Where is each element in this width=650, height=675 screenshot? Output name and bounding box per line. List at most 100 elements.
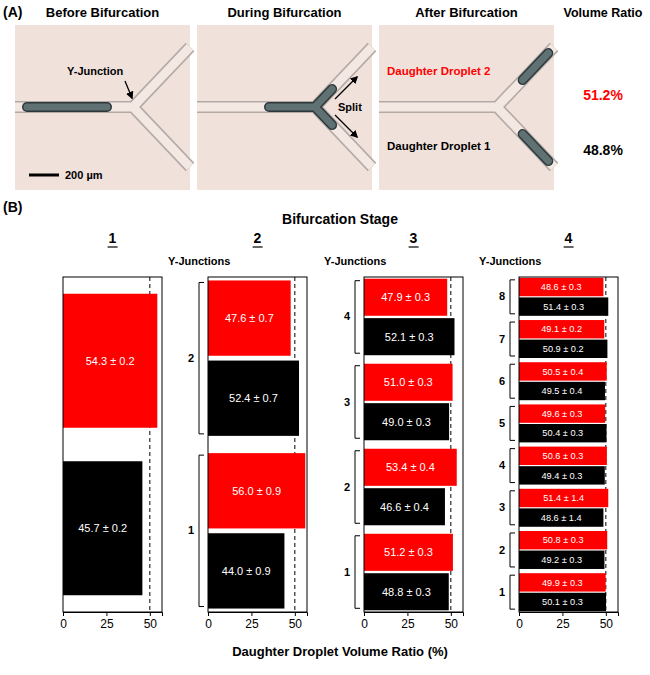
plot-frame (63, 277, 162, 612)
y-axis: 1 2 3 4 5 6 7 8 (499, 290, 506, 597)
x-tick-mark (63, 612, 64, 616)
scale-bar (29, 174, 59, 177)
x-tick-mark (251, 612, 252, 616)
bar (519, 278, 603, 296)
y-tick-label: 3 (344, 396, 350, 408)
data-label: 54.3 ± 0.2 (86, 355, 135, 367)
column-header: During Bifurcation (227, 5, 341, 20)
x-tick-label: 0 (205, 617, 212, 631)
data-label: 52.4 ± 0.7 (229, 392, 278, 404)
bar (364, 534, 453, 571)
bracket (510, 491, 515, 525)
x-tick-mark (407, 612, 408, 616)
droplet (523, 134, 549, 161)
bracket (510, 406, 515, 440)
y-tick-label: 7 (499, 333, 505, 345)
bracket (510, 575, 515, 609)
volume-ratio: 48.8% (583, 142, 623, 158)
plot-area (208, 277, 305, 612)
x-tick: 0 (361, 612, 368, 631)
bar (208, 280, 291, 355)
arrow (125, 81, 132, 98)
plot-area (364, 277, 457, 612)
y-tick-label: 2 (344, 481, 350, 493)
y-axis-title: Y-Junctions (479, 255, 541, 267)
x-tick: 50 (144, 612, 158, 631)
x-tick: 0 (516, 612, 523, 631)
y-tick-label: 1 (499, 586, 505, 598)
bar (519, 593, 606, 611)
x-tick-label: 25 (245, 617, 259, 631)
panel-title: 1 (109, 230, 117, 246)
x-tick-mark (519, 612, 520, 616)
x-axis-line (520, 613, 619, 617)
y-tick: 7 (499, 333, 505, 345)
panel-title: 2 (254, 230, 262, 246)
bar-panel: 56.0 ± 0.947.6 ± 0.744.0 ± 0.952.4 ± 0.7… (168, 230, 308, 631)
figure: (A)Before BifurcationDuring BifurcationA… (0, 0, 650, 675)
volume-ratio: 51.2% (583, 87, 623, 103)
bar (364, 403, 449, 440)
channel-wall (379, 47, 554, 167)
y-axis: 12 (188, 352, 194, 537)
title-underline (409, 246, 419, 247)
reference-line (294, 277, 295, 612)
bar (208, 533, 284, 608)
bracket (510, 322, 515, 356)
figure-title: Bifurcation Stage (282, 211, 398, 227)
bracket (355, 536, 360, 609)
bar (519, 320, 604, 338)
bar (519, 551, 604, 569)
bar (519, 489, 608, 507)
x-axis-line (365, 613, 464, 617)
y-tick-label: 6 (499, 375, 505, 387)
x-tick-mark (451, 612, 452, 616)
y-tick-label: 1 (344, 566, 350, 578)
micrograph: Daughter Droplet 2Daughter Droplet 1 (379, 25, 554, 190)
x-tick-label: 50 (289, 617, 303, 631)
bracket (510, 533, 515, 567)
x-tick-mark (606, 612, 607, 616)
x-tick: 0 (205, 612, 212, 631)
bar (208, 453, 305, 528)
data-label: 50.9 ± 0.2 (543, 344, 584, 354)
bar (208, 361, 299, 436)
data-label: 45.7 ± 0.2 (78, 522, 127, 534)
y-tick: 1 (188, 524, 194, 536)
droplet-edge (269, 89, 332, 125)
y-tick-label: 3 (499, 501, 505, 513)
annotation: Y-Junction (67, 65, 124, 77)
panel-title: 4 (565, 230, 573, 246)
x-tick-label: 50 (445, 617, 459, 631)
x-axis: 0 25 50 (205, 612, 307, 631)
y-tick: 4 (499, 459, 506, 471)
data-label: 49.0 ± 0.3 (382, 416, 431, 428)
micrograph-background (15, 25, 190, 190)
data-label: 51.2 ± 0.3 (384, 546, 433, 558)
bar (519, 531, 607, 549)
data-label: 53.4 ± 0.4 (386, 461, 435, 473)
bar (364, 364, 453, 401)
plot-frame (519, 277, 618, 612)
y-tick-label: 5 (499, 417, 505, 429)
y-tick-label: 2 (499, 543, 505, 555)
x-tick-label: 25 (100, 617, 114, 631)
x-tick: 0 (60, 612, 67, 631)
droplet (269, 89, 332, 125)
bar (519, 297, 608, 315)
data-label: 51.4 ± 1.4 (543, 493, 584, 503)
y-tick-label: 8 (499, 290, 505, 302)
annotation: Daughter Droplet 1 (387, 140, 491, 152)
x-tick-label: 0 (361, 617, 368, 631)
x-tick: 25 (556, 612, 570, 631)
y-tick: 1 (499, 586, 505, 598)
x-tick-mark (295, 612, 296, 616)
bracket (355, 366, 360, 439)
x-tick: 25 (245, 612, 259, 631)
data-label: 46.6 ± 0.4 (380, 501, 429, 513)
data-label: 49.2 ± 0.3 (541, 555, 582, 565)
bar (519, 340, 607, 358)
x-axis-line (209, 613, 308, 617)
arrow (335, 115, 357, 137)
x-tick-label: 50 (144, 617, 158, 631)
